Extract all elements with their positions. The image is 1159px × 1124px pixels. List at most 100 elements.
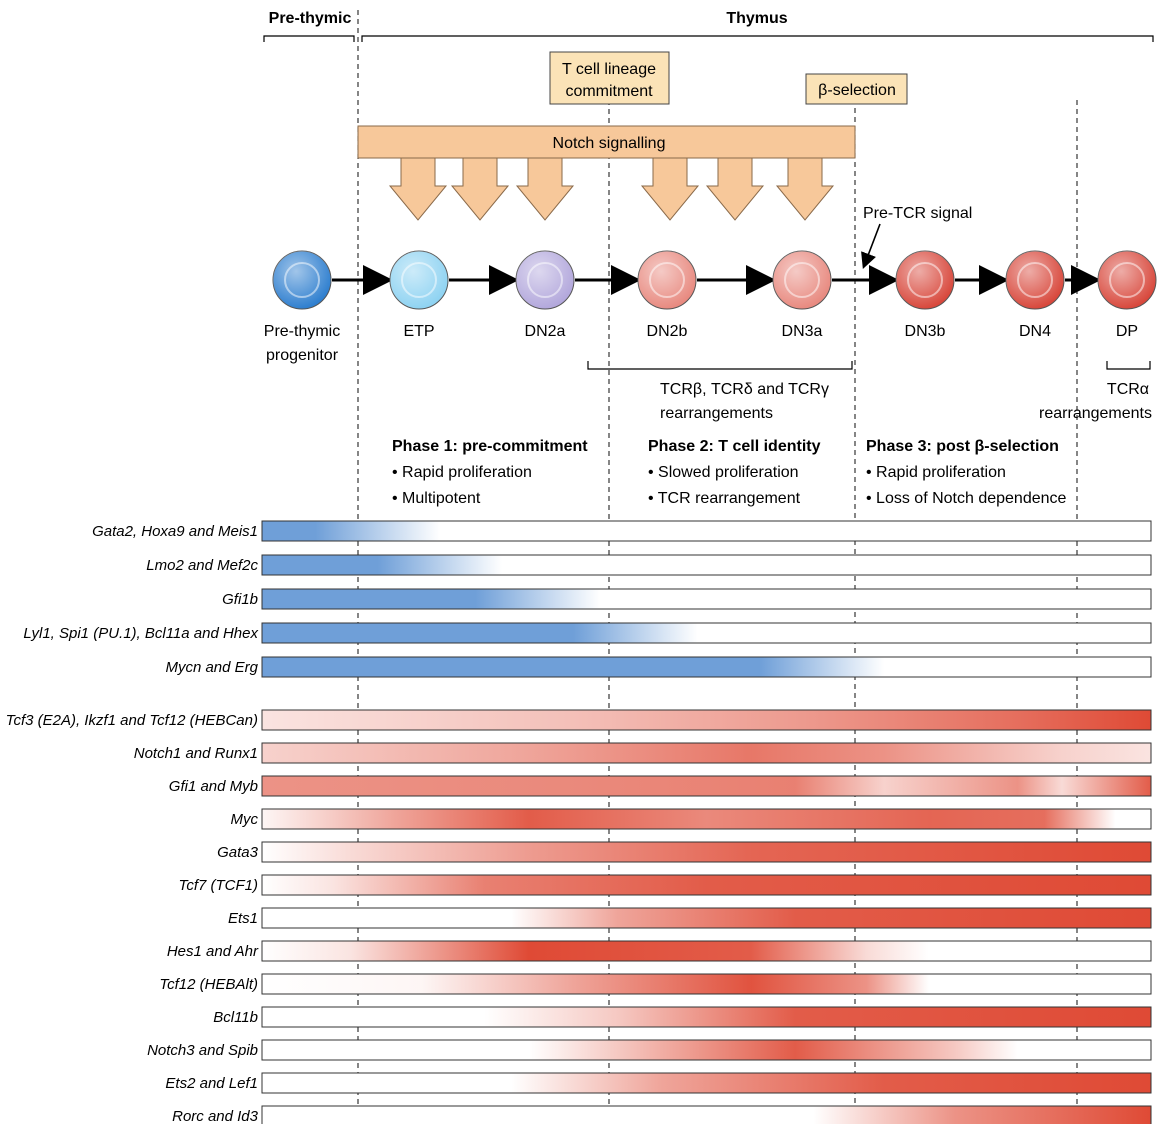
gene-label: Rorc and Id3: [172, 1108, 259, 1124]
expression-bar: [261, 742, 1152, 764]
cell-dn3b: DN3b: [895, 250, 955, 340]
cell-shine: [896, 251, 954, 309]
cell-dn3a: DN3a: [772, 250, 832, 340]
phases: Phase 1: pre-commitment • Rapid prolifer…: [392, 438, 1067, 507]
gene-label: Gfi1b: [222, 591, 258, 608]
notch-signalling: Notch signalling: [357, 125, 856, 221]
gene-row: Notch3 and Spib: [147, 1039, 1152, 1061]
gene-label: Tcf3 (E2A), Ikzf1 and Tcf12 (HEBCan): [6, 712, 258, 729]
beta-selection-box: β-selection: [805, 73, 908, 105]
expression-bar: [261, 1105, 1152, 1124]
gene-label: Notch1 and Runx1: [134, 745, 258, 762]
gene-label: Bcl11b: [213, 1009, 258, 1026]
phase-2-bullet-1: • Slowed proliferation: [648, 464, 799, 481]
expression-bar: [261, 1006, 1152, 1028]
thymus-header: Thymus: [726, 10, 787, 27]
notch-down-arrow: [388, 157, 448, 221]
gene-row: Tcf7 (TCF1): [179, 874, 1152, 896]
gene-row: Mycn and Erg: [165, 656, 1152, 678]
gene-row: Hes1 and Ahr: [167, 940, 1152, 962]
cell-shine: [638, 251, 696, 309]
phase-3-title: Phase 3: post β-selection: [866, 438, 1059, 455]
cell-etp: ETP: [389, 250, 449, 340]
cell-dn2b: DN2b: [637, 250, 697, 340]
phase-3: Phase 3: post β-selection • Rapid prolif…: [866, 438, 1067, 507]
tcr-a-line-2: rearrangements: [1039, 405, 1152, 422]
pre-tcr-label: Pre-TCR signal: [863, 205, 972, 222]
gene-row: Gfi1b: [222, 588, 1152, 610]
expression-bar: [261, 874, 1152, 896]
beta-selection-label: β-selection: [818, 82, 896, 99]
phase-2-bullet-2: • TCR rearrangement: [648, 490, 801, 507]
expression-bar: [261, 1039, 1152, 1061]
gene-label: Tcf7 (TCF1): [179, 877, 258, 894]
cell-label: progenitor: [266, 347, 339, 364]
tcr-bdg-bracket: [587, 361, 853, 370]
cell-label: DN4: [1019, 323, 1051, 340]
expression-bar: [261, 656, 1152, 678]
cell-shine: [516, 251, 574, 309]
gene-row: Tcf12 (HEBAlt): [159, 973, 1152, 995]
tcr-bdg-line-1: TCRβ, TCRδ and TCRγ: [660, 381, 829, 398]
gene-label: Lmo2 and Mef2c: [146, 557, 258, 574]
rearrangements: TCRβ, TCRδ and TCRγ rearrangements TCRα …: [587, 361, 1152, 422]
gene-row: Lyl1, Spi1 (PU.1), Bcl11a and Hhex: [23, 622, 1152, 644]
notch-down-arrow: [640, 157, 700, 221]
gene-label: Gata2, Hoxa9 and Meis1: [92, 523, 258, 540]
gene-row: Ets1: [228, 907, 1152, 929]
expression-bar: [261, 841, 1152, 863]
gene-row: Ets2 and Lef1: [165, 1072, 1152, 1094]
phase-2-title: Phase 2: T cell identity: [648, 438, 821, 455]
gene-label: Ets2 and Lef1: [165, 1075, 258, 1092]
expression-bar: [261, 973, 1152, 995]
prethymic-header: Pre-thymic: [269, 10, 352, 27]
expression-bar: [261, 940, 1152, 962]
gene-label: Gfi1 and Myb: [169, 778, 258, 795]
phase-3-bullet-1: • Rapid proliferation: [866, 464, 1006, 481]
gene-label: Lyl1, Spi1 (PU.1), Bcl11a and Hhex: [23, 625, 258, 642]
cell-shine: [1098, 251, 1156, 309]
notch-down-arrow: [450, 157, 510, 221]
expression-bar: [261, 808, 1152, 830]
header: Pre-thymic Thymus: [263, 10, 1154, 42]
gene-row: Tcf3 (E2A), Ikzf1 and Tcf12 (HEBCan): [6, 709, 1152, 731]
tcr-a-line-1: TCRα: [1107, 381, 1149, 398]
phase-2: Phase 2: T cell identity • Slowed prolif…: [648, 438, 821, 507]
cell-shine: [773, 251, 831, 309]
gene-label: Myc: [231, 811, 259, 828]
cell-label: ETP: [403, 323, 434, 340]
phase-1-bullet-1: • Rapid proliferation: [392, 464, 532, 481]
gene-label: Gata3: [217, 844, 259, 861]
tcr-bdg-line-2: rearrangements: [660, 405, 773, 422]
gene-label: Hes1 and Ahr: [167, 943, 259, 960]
gene-label: Tcf12 (HEBAlt): [159, 976, 258, 993]
expression-bar: [261, 554, 1152, 576]
cell-shine: [390, 251, 448, 309]
red-gene-bars: Tcf3 (E2A), Ikzf1 and Tcf12 (HEBCan) Notc…: [6, 709, 1152, 1124]
gene-row: Gata2, Hoxa9 and Meis1: [92, 520, 1152, 542]
thymus-bracket: [361, 35, 1154, 42]
gene-row: Gfi1 and Myb: [169, 775, 1152, 797]
cell-shine: [1006, 251, 1064, 309]
phase-1-title: Phase 1: pre-commitment: [392, 438, 588, 455]
gene-row: Rorc and Id3: [172, 1105, 1152, 1124]
gene-row: Bcl11b: [213, 1006, 1152, 1028]
notch-down-arrow: [775, 157, 835, 221]
cell-label: DN2a: [525, 323, 566, 340]
cell-label: DN2b: [647, 323, 688, 340]
blue-gene-bars: Gata2, Hoxa9 and Meis1 Lmo2 and Mef2c Gfi1…: [23, 520, 1152, 678]
expression-bar: [261, 709, 1152, 731]
notch-down-arrow: [515, 157, 575, 221]
cell-shine: [273, 251, 331, 309]
commitment-line-1: T cell lineage: [562, 61, 656, 78]
cell-label: Pre-thymic: [264, 323, 340, 340]
tcr-a-bracket: [1106, 361, 1151, 370]
expression-bar: [261, 622, 1152, 644]
cell-dn4: DN4: [1005, 250, 1065, 340]
expression-bar: [261, 775, 1152, 797]
gene-row: Notch1 and Runx1: [134, 742, 1152, 764]
cell-label: DN3a: [782, 323, 823, 340]
gene-label: Ets1: [228, 910, 258, 927]
expression-bar: [261, 520, 1152, 542]
